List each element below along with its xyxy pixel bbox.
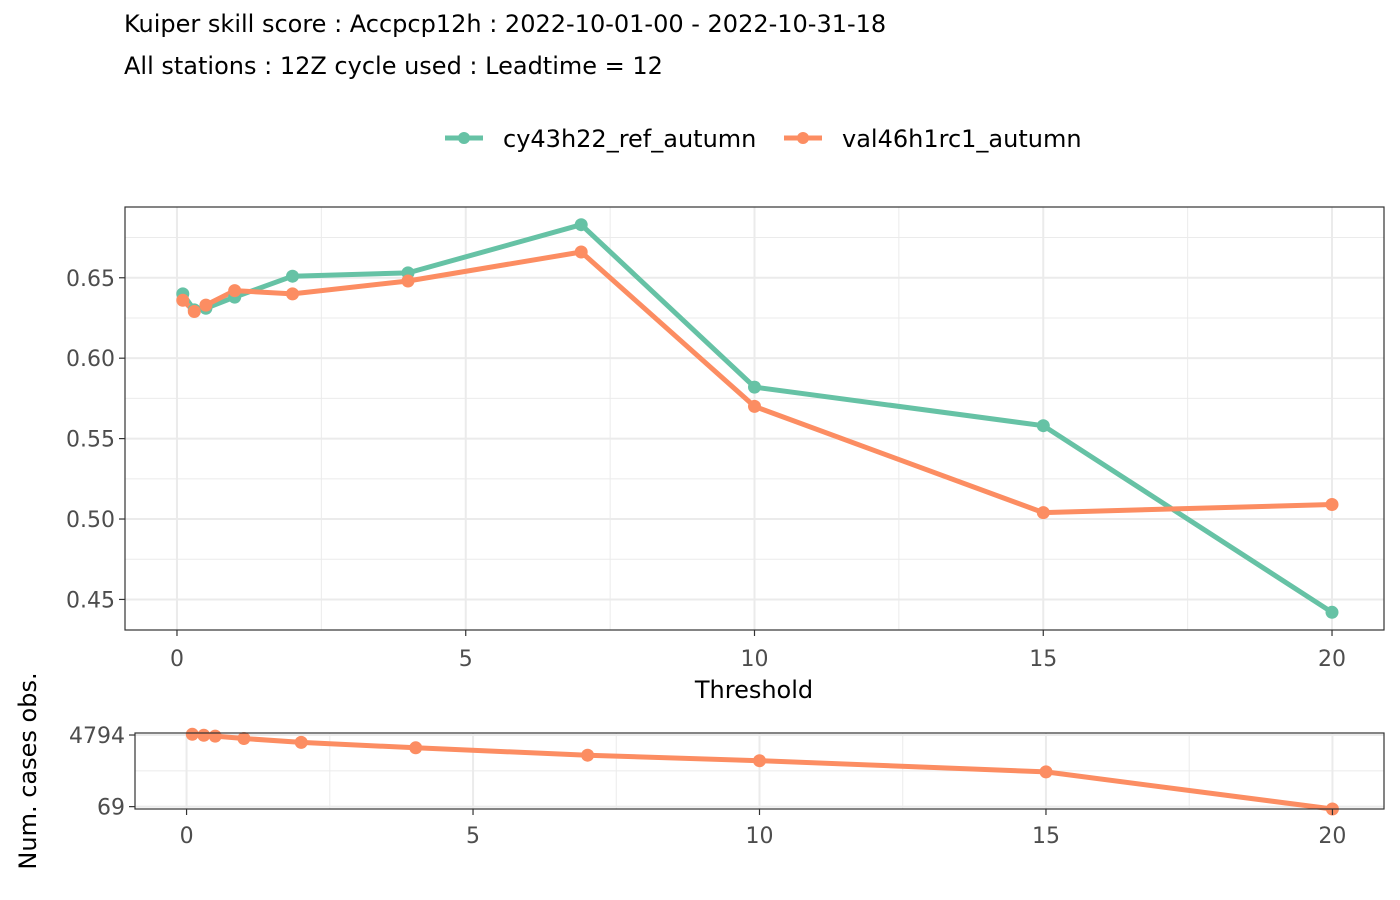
- cases-x-ticks: 0 5 10 15 20: [180, 809, 1346, 849]
- main-y-ticks: 0.45 0.50 0.55 0.60 0.65: [66, 267, 125, 613]
- y-tick-label: 0.60: [66, 347, 115, 372]
- legend-key-val46h1rc1: [784, 132, 822, 144]
- series-0-point: [237, 732, 251, 745]
- series-0-point: [294, 735, 308, 749]
- series-1-point: [199, 298, 213, 312]
- series-1-point: [228, 284, 242, 298]
- y-tick-label: 0.65: [66, 267, 115, 292]
- legend-label-cy43h22: cy43h22_ref_autumn: [503, 125, 756, 153]
- x-tick-label: 0: [170, 647, 184, 672]
- cases-y-ticks: 69 4794: [69, 724, 135, 821]
- chart-title: Kuiper skill score : Accpcp12h : 2022-10…: [124, 10, 887, 38]
- series-1-point: [574, 245, 588, 259]
- y-tick-label: 0.55: [66, 428, 115, 453]
- main-series-points: [176, 218, 1339, 619]
- main-x-axis-label: Threshold: [694, 676, 813, 704]
- chart-subtitle: All stations : 12Z cycle used : Leadtime…: [124, 52, 663, 80]
- series-0-point: [748, 380, 761, 394]
- series-1-point: [176, 293, 190, 307]
- series-0-point: [753, 754, 766, 768]
- cases-series-points: [185, 727, 1339, 816]
- legend-key-cy43h22: [445, 132, 483, 144]
- series-1-point: [187, 305, 201, 318]
- series-1-point: [286, 287, 299, 301]
- legend-point-val46h1rc1: [797, 132, 809, 144]
- series-1-point: [1325, 498, 1339, 511]
- cases-plot-panel: 0 5 10 15 20 69 4794 Num. cases obs.: [14, 672, 1385, 870]
- y-tick-label: 0.45: [66, 588, 115, 613]
- series-1-point: [1036, 506, 1050, 520]
- legend: cy43h22_ref_autumn val46h1rc1_autumn: [445, 125, 1082, 153]
- y-tick-label: 0.50: [66, 508, 115, 533]
- main-x-ticks: 0 5 10 15 20: [170, 630, 1346, 672]
- x-tick-label: 0: [180, 824, 194, 849]
- series-0-point: [574, 218, 588, 232]
- series-1-point: [748, 399, 761, 413]
- series-0-point: [197, 728, 211, 742]
- cases-gridlines: [135, 733, 1384, 809]
- x-tick-label: 5: [459, 647, 473, 672]
- legend-point-cy43h22: [458, 132, 470, 144]
- series-1-point: [401, 274, 415, 288]
- series-0-point: [286, 269, 299, 283]
- x-tick-label: 20: [1318, 824, 1346, 849]
- y-tick-label: 4794: [69, 724, 125, 749]
- x-tick-label: 10: [746, 824, 774, 849]
- series-0-point: [1036, 419, 1050, 433]
- legend-label-val46h1rc1: val46h1rc1_autumn: [842, 125, 1082, 153]
- cases-y-axis-label: Num. cases obs.: [14, 672, 42, 869]
- x-tick-label: 15: [1029, 647, 1057, 672]
- y-tick-label: 69: [97, 796, 125, 821]
- x-tick-label: 10: [741, 647, 769, 672]
- x-tick-label: 20: [1318, 647, 1346, 672]
- series-0-point: [581, 748, 595, 762]
- x-tick-label: 15: [1032, 824, 1060, 849]
- series-0-point: [409, 741, 423, 755]
- series-0-point: [1039, 765, 1053, 779]
- main-plot-panel: 0 5 10 15 20 0.45 0.50 0.55 0.60 0.65 Threshold: [66, 206, 1385, 704]
- series-0-point: [185, 727, 199, 741]
- series-0-point: [208, 729, 222, 743]
- x-tick-label: 5: [466, 824, 480, 849]
- series-0-point: [1325, 605, 1339, 619]
